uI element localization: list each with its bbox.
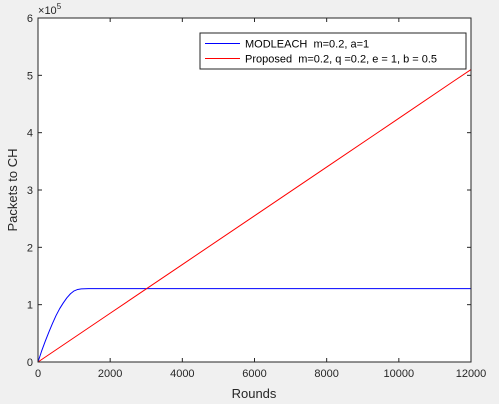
y-tick-label: 1 [27, 300, 33, 312]
exponent-base-text: 10 [44, 5, 56, 17]
series-layer [37, 69, 472, 363]
y-axis-label: Packets to CH [5, 148, 20, 231]
y-tick-label: 0 [27, 357, 33, 369]
legend: MODLEACH m=0.2, a=1 Proposed m=0.2, q =0… [199, 32, 467, 70]
y-tick-label: 6 [27, 13, 33, 25]
x-tick-label: 10000 [384, 368, 415, 380]
x-tick-label: 6000 [242, 368, 266, 380]
y-tick-label: 3 [27, 185, 33, 197]
x-tick-label: 0 [35, 368, 41, 380]
series-line-proposed [37, 69, 472, 363]
x-tick-label: 12000 [456, 368, 487, 380]
x-tick-label: 4000 [170, 368, 194, 380]
x-axis-label: Rounds [232, 386, 277, 401]
series-line-modleach [37, 288, 471, 363]
y-exponent-base: ×105 [38, 2, 62, 17]
legend-label-modleach: MODLEACH m=0.2, a=1 [245, 39, 369, 51]
exponent-power-text: 5 [57, 2, 62, 11]
y-tick-label: 5 [27, 70, 33, 82]
x-tick-label: 2000 [98, 368, 122, 380]
y-tick-label: 2 [27, 242, 33, 254]
legend-label-proposed: Proposed m=0.2, q =0.2, e = 1, b = 0.5 [245, 54, 437, 66]
tick-layer: 0 2000 4000 6000 8000 10000 12000 0 1 2 3 4 5 6 [27, 13, 486, 380]
x-tick-label: 8000 [314, 368, 338, 380]
plot-area [38, 18, 471, 362]
legend-box [199, 32, 467, 70]
y-tick-label: 4 [27, 128, 33, 140]
y-exponent-label: ×105 [38, 2, 62, 17]
